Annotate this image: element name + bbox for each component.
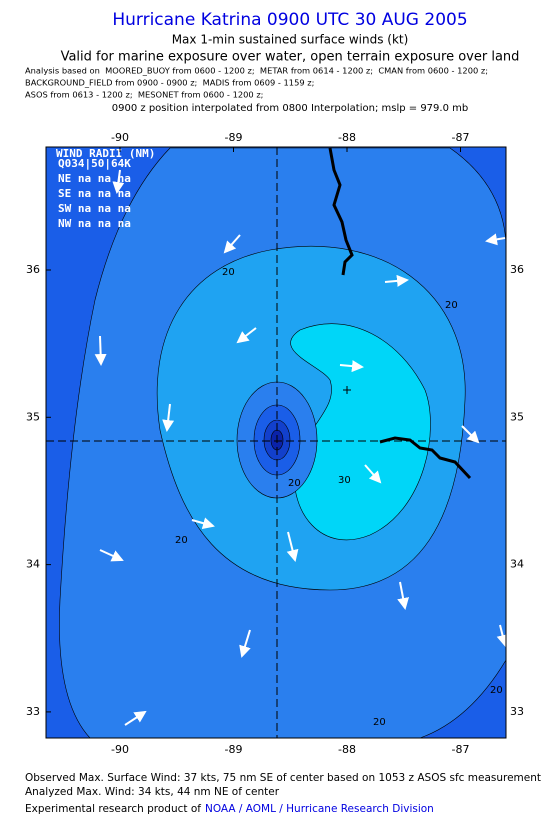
coastline xyxy=(328,147,354,276)
lon-tick-label: -87 xyxy=(452,743,470,756)
wind-vector xyxy=(461,425,480,444)
wind-radii-row: NE na na na xyxy=(58,172,131,185)
wind-vector xyxy=(485,233,506,246)
wind-vectors xyxy=(94,169,506,726)
map-area: 20 20 20 20 20 20 30 WIND RADII (NM) Q03… xyxy=(46,147,506,738)
wind-vector xyxy=(339,360,364,373)
wind-vector xyxy=(162,403,175,432)
wind-vector xyxy=(384,274,409,287)
wind-vector xyxy=(496,624,506,647)
lat-tick-label: 34 xyxy=(26,558,40,571)
contour-label: 20 xyxy=(288,478,301,489)
lon-tick-label: -87 xyxy=(452,131,470,144)
wind-radii-row: SW na na na xyxy=(58,202,131,215)
credit: Experimental research product of NOAA / A… xyxy=(25,803,434,815)
contour-label: 30 xyxy=(338,475,351,486)
wind-radii-title: WIND RADII (NM) xyxy=(56,147,155,160)
lon-tick-label: -88 xyxy=(338,131,356,144)
wind-vector xyxy=(286,531,299,562)
title: Hurricane Katrina 0900 UTC 30 AUG 2005 xyxy=(112,10,467,30)
lon-tick-label: -90 xyxy=(111,743,129,756)
wind-vector xyxy=(364,464,382,484)
subtitle: Max 1-min sustained surface winds (kt) xyxy=(172,33,409,47)
map-frame xyxy=(45,146,507,739)
lat-tick-label: 35 xyxy=(510,410,524,423)
credit-link[interactable]: NOAA / AOML / Hurricane Research Divisio… xyxy=(205,803,434,815)
analyzed-max: Analyzed Max. Wind: 34 kts, 44 nm NE of … xyxy=(25,786,280,798)
wind-vector xyxy=(99,549,124,562)
contour-30 xyxy=(290,323,431,541)
lat-tick-label: 36 xyxy=(510,263,524,276)
contour-label: 20 xyxy=(373,717,386,728)
lat-tick-label: 33 xyxy=(26,705,40,718)
lat-tick-label: 35 xyxy=(26,410,40,423)
credit-text: Experimental research product of xyxy=(25,803,201,815)
lon-tick-label: -89 xyxy=(225,131,243,144)
lat-tick-label: 33 xyxy=(510,705,524,718)
lat-tick-label: 34 xyxy=(510,558,524,571)
analysis-source: Analysis based on MOORED_BUOY from 0600 … xyxy=(25,66,488,76)
wind-radii-header: Q034|50|64K xyxy=(58,157,131,170)
observed-max: Observed Max. Surface Wind: 37 kts, 75 n… xyxy=(25,772,541,784)
analysis-source: ASOS from 0613 - 1200 z; MESONET from 06… xyxy=(25,90,263,100)
max-wind-marker xyxy=(343,386,351,394)
wind-vector xyxy=(397,581,410,610)
wind-vector xyxy=(112,169,125,194)
wind-radii-row: SE na na na xyxy=(58,187,131,200)
analysis-source: BACKGROUND_FIELD from 0900 - 0900 z; MAD… xyxy=(25,78,314,88)
contour-label: 20 xyxy=(175,535,188,546)
lon-tick-label: -90 xyxy=(111,131,129,144)
wind-vector xyxy=(191,517,215,530)
lat-tick-label: 36 xyxy=(26,263,40,276)
position-note: 0900 z position interpolated from 0800 I… xyxy=(112,103,468,114)
contour-label: 20 xyxy=(490,685,503,696)
wind-vector xyxy=(124,710,147,726)
wind-vector xyxy=(223,234,241,254)
contour-label: 20 xyxy=(445,300,458,311)
wind-radii-row: NW na na na xyxy=(58,217,131,230)
lon-tick-label: -88 xyxy=(338,743,356,756)
lon-tick-label: -89 xyxy=(225,743,243,756)
wind-vector xyxy=(236,327,257,344)
coastline xyxy=(379,436,472,480)
wind-vector xyxy=(239,629,251,658)
graticule-labels: -90 -90 -89 -89 -88 -88 -87 -87 36 36 35 35 34 34 33 33 xyxy=(26,131,524,756)
validity: Valid for marine exposure over water, op… xyxy=(61,50,520,65)
contour-label: 20 xyxy=(222,267,235,278)
wind-vector xyxy=(94,335,107,366)
